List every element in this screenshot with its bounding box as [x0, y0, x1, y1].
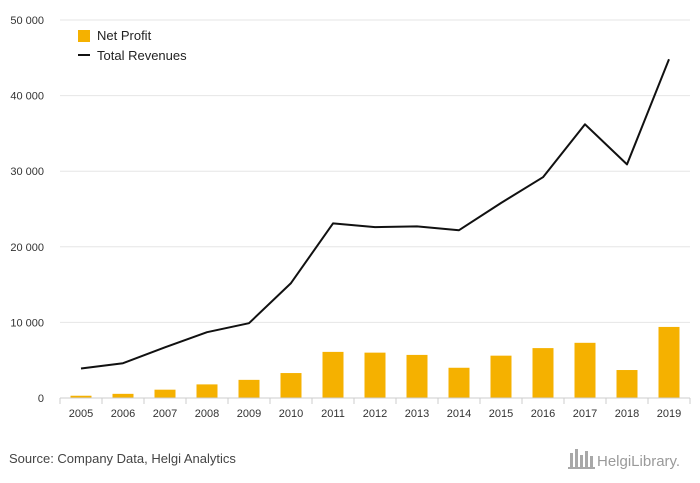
- x-tick-label: 2016: [531, 408, 555, 420]
- x-tick-label: 2006: [111, 408, 135, 420]
- legend-label-net-profit: Net Profit: [97, 28, 152, 43]
- x-axis-tick-labels: 2005 2006 2007 2008 2009 2010 2011 2012 2013 2014…: [69, 408, 681, 420]
- x-tick-label: 2019: [657, 408, 681, 420]
- x-tick-label: 2010: [279, 408, 303, 420]
- x-tick-label: 2018: [615, 408, 639, 420]
- net-profit-bar: [280, 373, 302, 398]
- legend: Net Profit Total Revenues: [78, 28, 187, 63]
- net-profit-bar: [364, 352, 386, 398]
- y-tick-label: 10 000: [10, 317, 44, 329]
- legend-swatch-net-profit: [78, 30, 90, 42]
- net-profit-bar: [658, 326, 680, 398]
- net-profit-bar: [196, 384, 218, 398]
- x-tick-label: 2015: [489, 408, 513, 420]
- x-tick-label: 2009: [237, 408, 261, 420]
- net-profit-bar: [112, 393, 134, 398]
- net-profit-bar: [574, 342, 596, 398]
- net-profit-bar: [616, 370, 638, 398]
- net-profit-bars: [70, 326, 680, 398]
- x-tick-label: 2011: [321, 408, 345, 420]
- legend-label-total-revenues: Total Revenues: [97, 48, 187, 63]
- net-profit-bar: [490, 355, 512, 398]
- x-axis: [59, 397, 691, 404]
- y-axis-tick-labels: 0 10 000 20 000 30 000 40 000 50 000: [10, 15, 44, 405]
- x-tick-label: 2007: [153, 408, 177, 420]
- x-tick-label: 2012: [363, 408, 387, 420]
- y-tick-label: 20 000: [10, 242, 44, 254]
- y-tick-label: 50 000: [10, 15, 44, 27]
- gridlines: [60, 19, 690, 323]
- x-tick-label: 2005: [69, 408, 93, 420]
- net-profit-bar: [70, 395, 92, 398]
- x-tick-label: 2017: [573, 408, 597, 420]
- source-caption: Source: Company Data, Helgi Analytics: [9, 451, 236, 466]
- net-profit-bar: [532, 348, 554, 398]
- net-profit-bar: [154, 389, 176, 398]
- net-profit-bar: [322, 351, 344, 398]
- net-profit-bar: [406, 354, 428, 398]
- x-tick-label: 2014: [447, 408, 471, 420]
- y-tick-label: 0: [38, 393, 44, 405]
- y-tick-label: 30 000: [10, 166, 44, 178]
- total-revenues-line: [80, 58, 670, 370]
- library-icon: [568, 449, 595, 469]
- x-tick-label: 2008: [195, 408, 219, 420]
- y-tick-label: 40 000: [10, 91, 44, 103]
- x-tick-label: 2013: [405, 408, 429, 420]
- net-profit-bar: [448, 367, 470, 398]
- brand-logo: HelgiLibrary.: [568, 449, 680, 470]
- net-profit-bar: [238, 379, 260, 398]
- brand-name: HelgiLibrary.: [597, 453, 680, 470]
